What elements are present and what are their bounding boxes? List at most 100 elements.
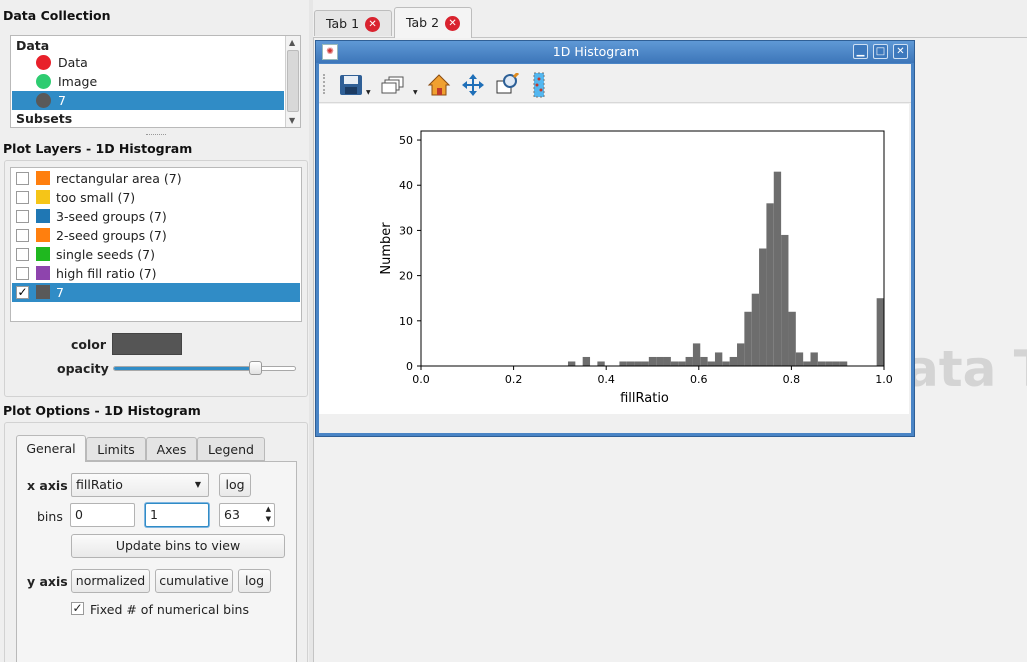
spin-down-arrow-icon[interactable]: ▼ <box>265 515 271 523</box>
save-icon[interactable] <box>339 74 363 96</box>
histogram-bar <box>678 361 686 366</box>
histogram-bar <box>810 352 818 366</box>
layer-item-3-seed-groups[interactable]: 3-seed groups (7) <box>12 207 300 226</box>
window-titlebar[interactable]: ✺ 1D Histogram ▁ □ ✕ <box>316 41 914 63</box>
x-log-button[interactable]: log <box>219 473 251 497</box>
window-stack-icon[interactable] <box>381 76 405 94</box>
histogram-bar <box>634 361 642 366</box>
scroll-down-arrow-icon[interactable]: ▼ <box>289 116 296 125</box>
zoom-icon[interactable] <box>495 73 519 97</box>
save-menu-arrow-icon[interactable]: ▼ <box>366 89 371 96</box>
histogram-bar <box>839 361 848 366</box>
update-bins-button[interactable]: Update bins to view <box>71 534 285 558</box>
plot-layers-panel <box>4 160 308 397</box>
data-collection-tree[interactable]: Data Data Image 7 Subsets ▲ ▼ <box>10 35 301 128</box>
cumulative-button[interactable]: cumulative <box>155 569 233 593</box>
scroll-up-arrow-icon[interactable]: ▲ <box>289 38 296 47</box>
layer-checkbox[interactable] <box>16 191 29 204</box>
bins-max-input[interactable]: 1 <box>145 503 209 527</box>
histogram-chart[interactable]: 0.0 0.2 0.4 0.6 0.8 1.0 0 10 20 30 40 50 fillRatio Nu… <box>319 104 909 414</box>
data-color-dot <box>36 55 51 70</box>
viewer-tab-label: Tab 2 <box>405 15 440 30</box>
home-icon[interactable] <box>427 73 451 97</box>
layer-checkbox[interactable] <box>16 172 29 185</box>
stack-menu-arrow-icon[interactable]: ▼ <box>413 89 418 96</box>
select-icon[interactable] <box>530 71 548 99</box>
bins-count-spinbox[interactable]: 63 ▲ ▼ <box>219 503 275 527</box>
histogram-bar <box>685 356 693 366</box>
fixed-bins-checkbox[interactable]: ✓ <box>71 601 84 615</box>
layer-label: 2-seed groups (7) <box>56 228 167 243</box>
image-color-dot <box>36 74 51 89</box>
y-tick-label: 10 <box>399 315 413 328</box>
splitter-handle[interactable] <box>146 134 166 137</box>
tree-item-label: Image <box>58 74 98 89</box>
plot-canvas[interactable]: 0.0 0.2 0.4 0.6 0.8 1.0 0 10 20 30 40 50 fillRatio Nu… <box>319 104 909 414</box>
layer-item-2-seed-groups[interactable]: 2-seed groups (7) <box>12 226 300 245</box>
tab-limits[interactable]: Limits <box>86 437 146 461</box>
y-tick-label: 20 <box>399 270 413 283</box>
dataset-color-dot <box>36 93 51 108</box>
histogram-bar <box>817 361 826 366</box>
histogram-bar <box>751 293 760 366</box>
viewer-tab-1[interactable]: Tab 1 ✕ <box>314 10 392 36</box>
layer-color-swatch <box>36 228 50 242</box>
layer-label: rectangular area (7) <box>56 171 182 186</box>
viewer-tab-2[interactable]: Tab 2 ✕ <box>394 7 472 38</box>
plot-frame <box>420 130 885 367</box>
layer-item-7[interactable]: ✓ 7 <box>12 283 300 302</box>
histogram-bar <box>766 203 774 366</box>
layer-item-rectangular-area[interactable]: rectangular area (7) <box>12 169 300 188</box>
background-watermark-text: ata T <box>905 340 1027 398</box>
histogram-bar <box>619 361 627 366</box>
normalized-button[interactable]: normalized <box>71 569 150 593</box>
tree-header-data[interactable]: Data <box>16 38 50 53</box>
maximize-icon[interactable]: □ <box>873 44 888 59</box>
layer-item-high-fill-ratio[interactable]: high fill ratio (7) <box>12 264 300 283</box>
pan-icon[interactable] <box>461 73 485 97</box>
opacity-slider-fill <box>114 367 255 370</box>
opacity-label: opacity <box>57 361 109 376</box>
x-tick-label: 0.2 <box>505 373 522 386</box>
bins-min-input[interactable]: 0 <box>70 503 135 527</box>
tree-header-subsets[interactable]: Subsets <box>16 111 73 126</box>
histogram-window[interactable]: ✺ 1D Histogram ▁ □ ✕ ▼ ▼ 0.0 0.2 0.4 0.6 0.8… <box>315 40 915 437</box>
y-log-button[interactable]: log <box>238 569 271 593</box>
close-window-icon[interactable]: ✕ <box>893 44 908 59</box>
plot-layers-list[interactable]: rectangular area (7) too small (7) 3-see… <box>10 167 302 322</box>
x-axis-select[interactable]: fillRatio ▼ <box>71 473 209 497</box>
tree-scrollbar[interactable]: ▲ ▼ <box>285 36 300 127</box>
opacity-slider[interactable] <box>113 361 296 375</box>
histogram-bar <box>832 361 840 366</box>
close-tab-icon[interactable]: ✕ <box>445 16 461 31</box>
x-tick-label: 0.6 <box>690 373 708 386</box>
histogram-bar <box>663 356 671 366</box>
histogram-bar <box>781 234 789 366</box>
toolbar: ▼ ▼ <box>319 64 911 103</box>
plot-layers-title: Plot Layers - 1D Histogram <box>3 141 193 156</box>
layer-checkbox[interactable] <box>16 267 29 280</box>
data-collection-title: Data Collection <box>3 8 111 23</box>
tab-axes[interactable]: Axes <box>146 437 197 461</box>
tab-general[interactable]: General <box>16 435 86 462</box>
layer-checkbox[interactable] <box>16 229 29 242</box>
minimize-icon[interactable]: ▁ <box>853 44 868 59</box>
scroll-thumb[interactable] <box>287 50 299 112</box>
layer-checkbox[interactable] <box>16 248 29 261</box>
layer-color-button[interactable] <box>112 333 182 355</box>
tab-legend[interactable]: Legend <box>197 437 265 461</box>
spin-up-arrow-icon[interactable]: ▲ <box>265 505 271 513</box>
panel-splitter[interactable] <box>309 0 313 662</box>
close-tab-icon[interactable]: ✕ <box>365 17 381 32</box>
plot-options-title: Plot Options - 1D Histogram <box>3 403 201 418</box>
layer-checkbox-checked[interactable]: ✓ <box>16 285 29 299</box>
viewer-tab-label: Tab 1 <box>325 16 360 31</box>
tree-item-image[interactable]: Image <box>12 72 299 91</box>
opacity-slider-handle[interactable] <box>249 361 262 375</box>
layer-checkbox[interactable] <box>16 210 29 223</box>
tree-item-data[interactable]: Data <box>12 53 299 72</box>
layer-color-swatch <box>36 285 50 299</box>
layer-item-single-seeds[interactable]: single seeds (7) <box>12 245 300 264</box>
tree-item-7[interactable]: 7 <box>12 91 284 110</box>
layer-item-too-small[interactable]: too small (7) <box>12 188 300 207</box>
